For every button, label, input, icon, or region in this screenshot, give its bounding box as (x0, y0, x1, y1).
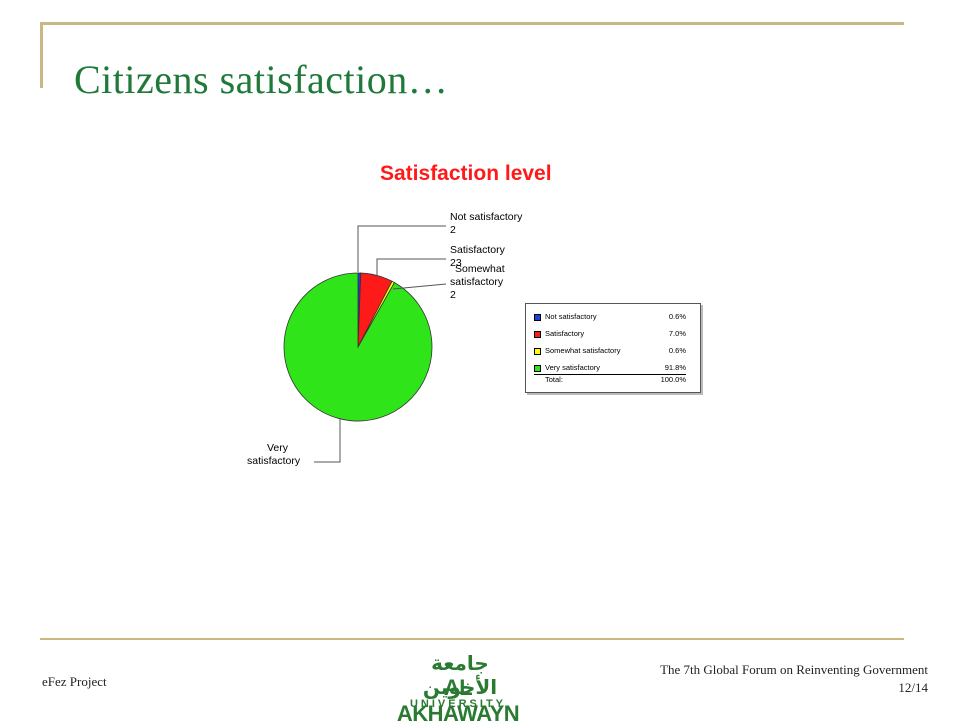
frame-bottom-rule (40, 638, 904, 640)
legend-label: Very satisfactory (545, 363, 601, 372)
legend-pct: 0.6% (668, 346, 686, 355)
legend-label: Not satisfactory (545, 312, 597, 321)
callout-somewhat-label-1: Somewhat (455, 263, 505, 275)
legend-row-very-satisfactory: Very satisfactory 91.8% (534, 363, 686, 374)
leader-not-satisfactory (357, 225, 446, 272)
callout-satisfactory: Satisfactory 23 (450, 244, 505, 270)
callout-very-label-2: satisfactory (247, 455, 301, 467)
callout-somewhat-label-2: satisfactory (450, 276, 504, 288)
legend-row-satisfactory: Satisfactory 7.0% (534, 329, 686, 340)
page-number: 12/14 (898, 680, 928, 695)
callout-somewhat-count: 2 (450, 289, 456, 301)
legend-row-total: Total: 100.0% (534, 374, 686, 386)
logo-arabic-text: جامعة الأخوين (422, 651, 498, 699)
callout-not-satisfactory-count: 2 (450, 224, 456, 236)
legend-swatch-yellow (534, 348, 541, 355)
legend-swatch-green (534, 365, 541, 372)
university-logo: جامعة الأخوين AL AKHAWAYN UNIVERSITY (388, 651, 528, 726)
legend-row-not-satisfactory: Not satisfactory 0.6% (534, 312, 686, 323)
leader-very-satisfactory (314, 418, 341, 463)
logo-subtitle-text: UNIVERSITY (409, 698, 506, 710)
legend-label: Satisfactory (545, 329, 585, 338)
footer-event: The 7th Global Forum on Reinventing Gove… (660, 661, 928, 697)
callout-satisfactory-count: 23 (450, 257, 462, 269)
chart-title: Satisfaction level (380, 162, 552, 185)
frame-left-rule (40, 22, 43, 88)
callout-not-satisfactory-label: Not satisfactory (450, 211, 523, 223)
footer-event-name: The 7th Global Forum on Reinventing Gove… (660, 662, 928, 677)
legend-pct: 0.6% (668, 312, 686, 321)
legend-label: Somewhat satisfactory (545, 346, 621, 355)
footer-project-name: eFez Project (42, 674, 107, 689)
legend-total-pct: 100.0% (660, 375, 686, 384)
legend-row-somewhat-satisfactory: Somewhat satisfactory 0.6% (534, 346, 686, 357)
leader-somewhat-satisfactory (392, 283, 447, 290)
callout-very-satisfactory: Very satisfactory (247, 442, 300, 468)
callout-satisfactory-label: Satisfactory (450, 244, 505, 256)
leader-satisfactory (376, 258, 446, 277)
callout-somewhat-satisfactory: Somewhat satisfactory 2 (450, 263, 505, 302)
chart-legend: Not satisfactory 0.6% Satisfactory 7.0% … (525, 303, 701, 393)
frame-top-rule (40, 22, 904, 25)
legend-total-label: Total: (545, 375, 563, 384)
slide-title: Citizens satisfaction… (74, 57, 449, 102)
pie-slice-very-satisfactory (283, 272, 433, 422)
callout-very-label-1: Very (267, 442, 289, 454)
legend-pct: 91.8% (664, 363, 686, 372)
callout-not-satisfactory: Not satisfactory 2 (450, 211, 522, 237)
legend-pct: 7.0% (668, 329, 686, 338)
legend-swatch-red (534, 331, 541, 338)
legend-swatch-blue (534, 314, 541, 321)
